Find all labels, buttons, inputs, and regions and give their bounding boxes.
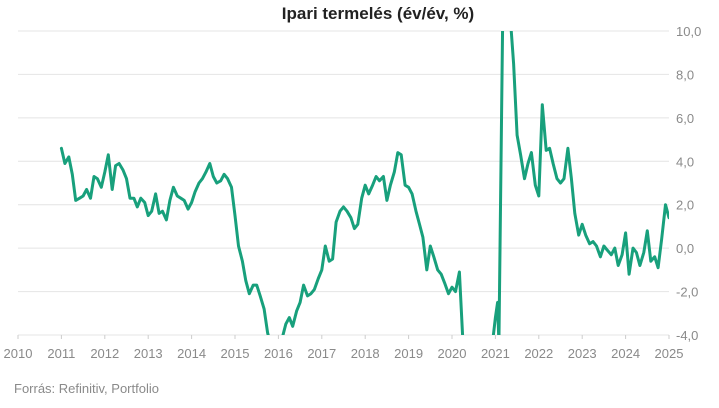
x-tick-label: 2012	[90, 346, 119, 361]
x-tick-label: 2013	[134, 346, 163, 361]
chart-title: Ipari termelés (év/év, %)	[282, 4, 474, 23]
x-tick-label: 2018	[351, 346, 380, 361]
x-tick-label: 2017	[307, 346, 336, 361]
y-tick-label: -4,0	[676, 328, 698, 343]
x-tick-label: 2016	[264, 346, 293, 361]
x-tick-label: 2022	[524, 346, 553, 361]
x-tick-label: 2019	[394, 346, 423, 361]
y-tick-label: 2,0	[676, 198, 694, 213]
x-tick-label: 2015	[221, 346, 250, 361]
x-tick-label: 2010	[4, 346, 33, 361]
x-tick-label: 2024	[611, 346, 640, 361]
x-tick-label: 2020	[438, 346, 467, 361]
x-tick-label: 2025	[655, 346, 684, 361]
x-tick-label: 2014	[177, 346, 206, 361]
y-tick-label: 6,0	[676, 111, 694, 126]
grid-lines	[18, 30, 669, 336]
y-tick-label: 8,0	[676, 67, 694, 82]
x-axis: 2010 2011 2012 2013 2014 2015 2016 2017 2018 2019…	[4, 335, 684, 361]
y-axis: 10,0 8,0 6,0 4,0 2,0 0,0 -2,0 -4,0	[676, 24, 701, 343]
x-tick-label: 2011	[47, 346, 75, 361]
x-tick-label: 2023	[568, 346, 597, 361]
y-tick-label: -2,0	[676, 285, 698, 300]
source-note: Forrás: Refinitiv, Portfolio	[14, 381, 159, 396]
x-tick-label: 2021	[481, 346, 510, 361]
y-tick-label: 10,0	[676, 24, 701, 39]
y-tick-label: 0,0	[676, 241, 694, 256]
series-line	[59, 31, 669, 335]
y-tick-label: 4,0	[676, 154, 694, 169]
